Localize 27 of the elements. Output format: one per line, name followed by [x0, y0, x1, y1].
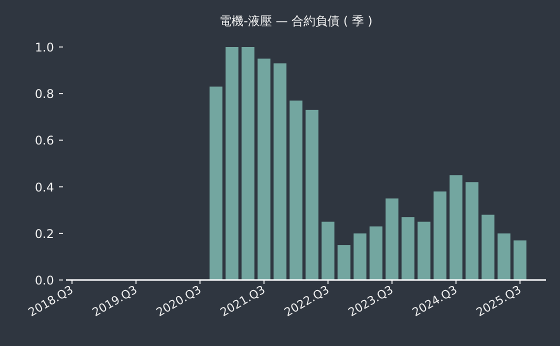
bar	[210, 86, 222, 280]
y-tick-label: 0.8	[34, 87, 54, 102]
bar	[354, 233, 366, 280]
bar	[290, 100, 302, 280]
bar	[370, 226, 382, 280]
bar	[386, 198, 398, 280]
bar	[338, 245, 350, 280]
bar	[482, 214, 494, 280]
bar	[450, 175, 462, 280]
bar	[306, 110, 318, 280]
bar	[418, 222, 430, 280]
bar	[514, 240, 526, 280]
bar	[466, 182, 478, 280]
bar	[498, 233, 510, 280]
bar	[258, 58, 270, 280]
bar	[434, 191, 446, 280]
bar	[402, 217, 414, 280]
y-tick-label: 0.2	[34, 226, 54, 241]
y-tick-label: 0.6	[34, 134, 54, 148]
bar	[226, 47, 238, 280]
y-tick-label: 0.4	[34, 180, 54, 194]
y-tick-label: 1.0	[34, 40, 54, 54]
bar	[274, 63, 286, 280]
chart-title: 電機-液壓 — 合約負債 ( 季 )	[220, 14, 372, 28]
bar	[242, 47, 254, 280]
y-tick-label: 0.0	[34, 274, 54, 288]
bar	[322, 222, 334, 280]
